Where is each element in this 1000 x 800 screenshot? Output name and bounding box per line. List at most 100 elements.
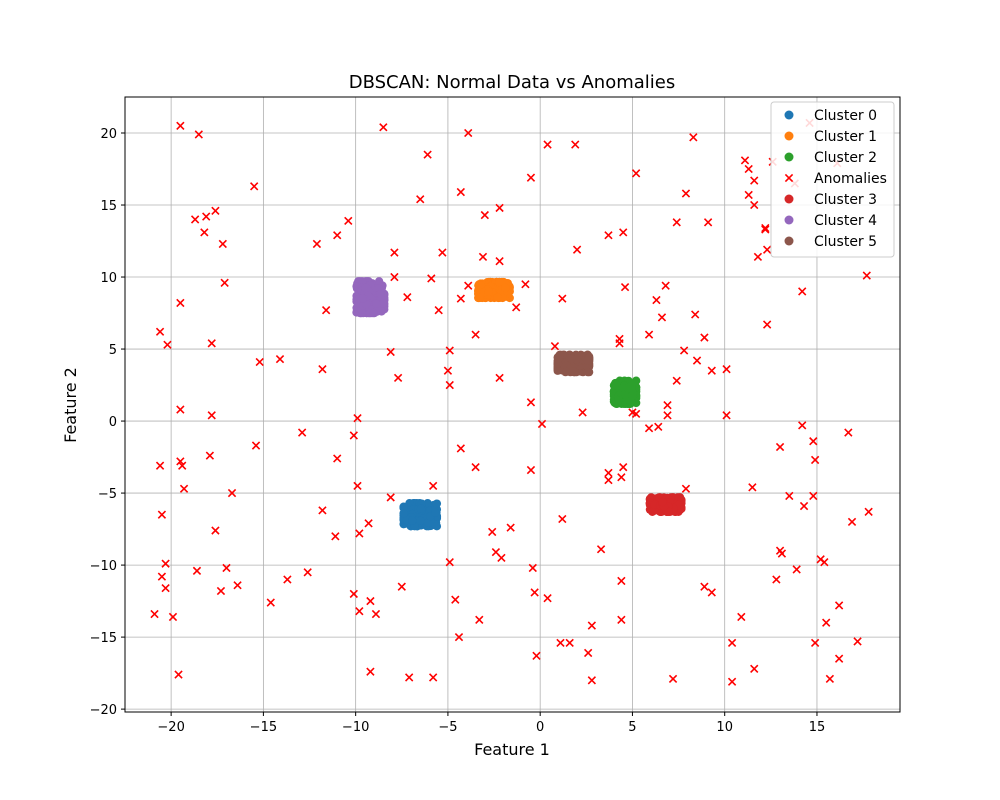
anomaly-marker [454,632,464,642]
anomaly-marker [176,457,185,466]
anomaly-marker [150,609,159,619]
anomaly-marker [809,491,818,501]
point-cluster-1 [493,293,502,302]
point-cluster-1 [475,293,484,303]
anomaly-marker [379,123,388,132]
point-cluster-5 [553,366,562,375]
anomaly-marker [722,411,731,420]
anomaly-marker [312,239,322,249]
anomaly-marker [750,664,759,673]
anomaly-marker [371,609,381,619]
legend: Cluster 0 Cluster 1 Cluster 2 Anomalies Clus… [770,101,895,258]
point-cluster-4 [372,299,381,308]
anomaly-marker [700,333,709,342]
anomaly-marker [798,287,807,296]
anomaly-marker [283,575,292,584]
anomaly-marker [727,677,737,686]
anomaly-marker [707,366,716,375]
anomaly-marker [532,651,541,660]
anomaly-marker [386,493,395,502]
anomaly-marker [654,422,663,431]
anomaly-marker [157,572,167,581]
x-tick-label: −15 [250,720,277,735]
anomaly-marker [471,462,480,472]
anomaly-marker [722,365,731,374]
anomaly-marker [205,451,215,460]
legend-marker-anomalies [784,173,794,183]
anomaly-marker [512,303,521,312]
legend-marker-cluster-1 [784,131,794,141]
data-points [150,118,873,686]
point-cluster-4 [369,308,378,318]
point-cluster-0 [432,499,442,508]
anomaly-marker [762,320,772,329]
point-cluster-4 [376,290,385,299]
legend-label-cluster-1: Cluster 1 [814,129,877,145]
legend-label-cluster-4: Cluster 4 [814,213,877,229]
anomaly-marker [471,330,480,339]
anomaly-marker [657,313,667,322]
anomaly-marker [297,428,307,437]
anomaly-marker [617,615,626,624]
anomaly-marker [403,293,412,302]
y-tick-label: 0 [109,415,117,430]
y-axis-label: Feature 2 [61,367,80,443]
point-cluster-1 [484,287,494,296]
anomaly-marker [321,305,331,315]
anomaly-marker [864,507,873,516]
anomaly-marker [672,376,681,385]
anomaly-marker [572,245,582,254]
anomaly-marker [168,612,178,622]
y-tick-label: 15 [100,199,117,214]
anomaly-marker [526,465,536,475]
anomaly-marker [303,568,312,577]
point-cluster-3 [658,497,667,507]
anomaly-marker [405,673,414,682]
anomaly-marker [318,506,327,515]
anomaly-marker [397,582,406,591]
anomaly-marker [825,674,835,684]
point-cluster-3 [648,507,657,517]
anomaly-marker [445,380,454,390]
point-cluster-2 [623,383,632,393]
anomaly-marker [587,621,597,630]
anomaly-marker [565,638,574,648]
x-tick-label: −20 [157,720,184,735]
anomaly-marker [331,532,340,541]
anomaly-marker [157,510,167,519]
anomaly-marker [753,252,763,262]
anomaly-marker [604,231,613,240]
anomaly-marker [526,173,536,182]
anomaly-marker [451,595,460,604]
anomaly-marker [506,523,515,532]
anomaly-marker [809,437,818,446]
anomaly-marker [333,231,342,240]
anomaly-marker [266,598,275,607]
point-cluster-5 [553,359,562,368]
anomaly-marker [353,481,362,491]
anomaly-marker [428,481,438,491]
anomaly-marker [349,589,358,599]
point-cluster-0 [408,516,417,525]
point-cluster-2 [609,381,619,390]
y-tick-label: −20 [90,703,117,718]
x-tick-label: −5 [438,720,457,735]
anomaly-marker [222,563,231,573]
anomaly-marker [681,189,691,198]
anomaly-marker [393,373,403,383]
anomaly-marker [631,169,641,178]
anomaly-marker [750,200,759,210]
anomaly-marker [390,248,399,257]
anomaly-marker [834,654,844,663]
anomaly-marker [445,346,454,355]
anomaly-marker [218,239,227,249]
anomaly-marker [179,484,189,493]
point-cluster-4 [374,277,384,286]
legend-label-cluster-2: Cluster 2 [814,150,877,166]
anomaly-marker [255,357,264,367]
anomaly-marker [772,575,781,584]
legend-marker-cluster-3 [784,194,794,204]
anomaly-marker [456,187,465,197]
anomaly-marker [644,330,654,339]
anomaly-marker [386,347,395,357]
